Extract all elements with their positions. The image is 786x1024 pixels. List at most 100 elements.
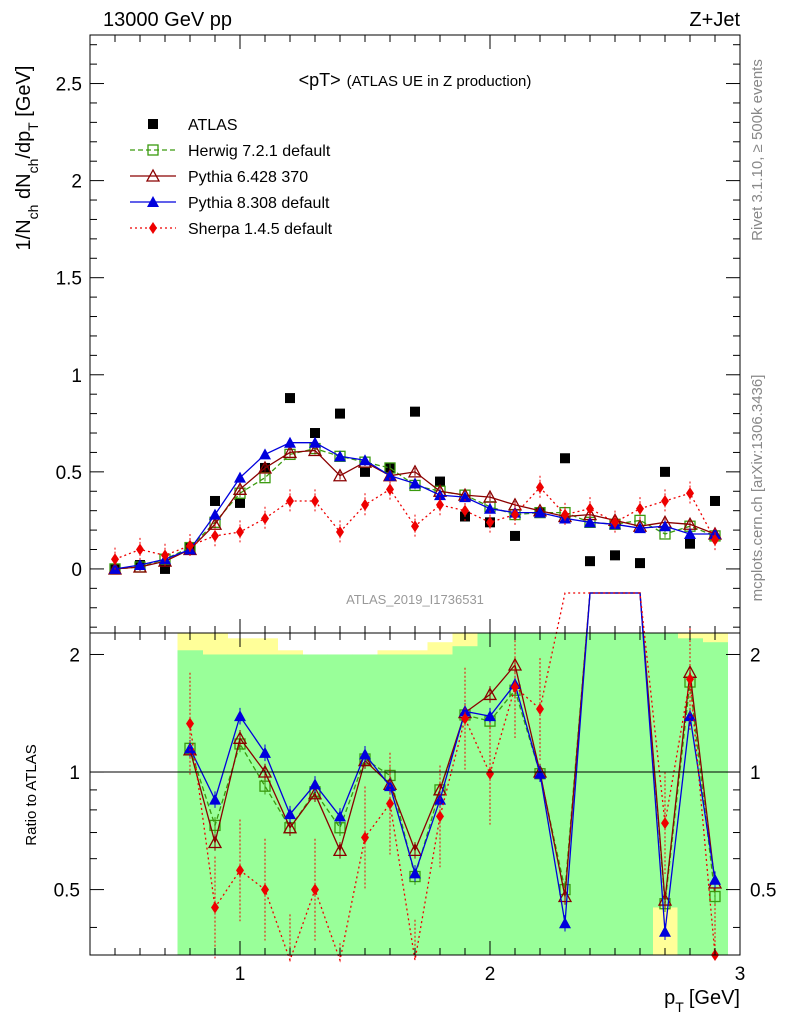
data-point <box>161 549 169 562</box>
ratio-point <box>557 889 573 903</box>
ratio-band-green <box>527 633 553 955</box>
data-point <box>360 466 370 477</box>
data-point <box>261 512 269 525</box>
main-y-label: 1/Nch dNch/dpT [GeV] <box>13 66 41 251</box>
main-plot: 0 0.5 1 1.5 2 2.5 <box>56 34 741 634</box>
ratio-point <box>311 883 319 896</box>
x-tick-label: 3 <box>735 964 746 985</box>
ratio-point <box>459 705 471 717</box>
ratio-point <box>334 810 346 822</box>
data-point <box>134 559 146 571</box>
legend-marker <box>148 119 158 129</box>
data-point <box>160 563 170 574</box>
series-pythia-8-308-default <box>109 436 721 574</box>
data-point <box>334 450 346 462</box>
data-point <box>610 550 620 561</box>
data-point <box>486 516 494 529</box>
ratio-tick-label: 2 <box>69 645 80 666</box>
data-point <box>686 487 694 500</box>
ratio-y-label: Ratio to ATLAS <box>23 744 40 845</box>
data-point <box>285 393 295 404</box>
ratio-line <box>189 592 716 932</box>
legend-label: ATLAS <box>188 117 238 134</box>
data-point <box>636 502 644 515</box>
data-point <box>332 468 348 482</box>
plot-title: <pT> (ATLAS UE in Z production) <box>299 70 532 90</box>
ratio-point <box>659 925 671 937</box>
ratio-point <box>709 873 721 885</box>
ratio-point <box>284 808 296 820</box>
legend: ATLAS Herwig 7.2.1 default Pythia 6.428 37… <box>130 117 333 238</box>
data-point <box>484 502 496 514</box>
data-point <box>307 443 323 457</box>
ratio-point <box>282 820 298 834</box>
data-point <box>236 526 244 539</box>
legend-marker <box>145 168 161 182</box>
ratio-point <box>184 742 196 754</box>
data-point <box>585 556 595 567</box>
ratio-point <box>684 710 696 722</box>
ratio-point <box>482 687 498 701</box>
data-point <box>661 494 669 507</box>
ratio-band-green <box>577 633 603 955</box>
data-point <box>635 558 645 569</box>
ratio-point <box>686 673 694 686</box>
data-point <box>561 508 569 521</box>
data-point <box>436 498 444 511</box>
ratio-tick-label-right: 1 <box>750 763 761 784</box>
data-point <box>209 508 221 520</box>
ratio-tick-label-right: 0.5 <box>750 881 776 902</box>
data-point <box>586 502 594 515</box>
x-axis-label: pT [GeV] <box>664 987 740 1015</box>
data-point <box>361 498 369 511</box>
ratio-point <box>259 746 271 758</box>
data-point <box>284 436 296 448</box>
y-tick-label: 1 <box>71 366 82 387</box>
ratio-band-green <box>702 642 728 955</box>
ratio-band-green <box>327 654 353 955</box>
data-point <box>435 476 445 487</box>
data-point <box>235 497 245 508</box>
data-point <box>359 454 371 466</box>
ratio-band-green <box>477 633 503 955</box>
ratio-band-green <box>352 654 378 955</box>
ratio-point <box>484 710 496 722</box>
data-point <box>310 428 320 439</box>
y-tick-label: 1.5 <box>56 269 82 290</box>
ratio-tick-label: 0.5 <box>54 881 80 902</box>
data-point <box>136 543 144 556</box>
ratio-point <box>186 717 194 730</box>
data-point <box>560 453 570 464</box>
y-tick-label: 2.5 <box>56 75 82 96</box>
ratio-point <box>209 793 221 805</box>
y-tick-label: 0.5 <box>56 463 82 484</box>
series-line <box>114 442 715 570</box>
data-point <box>659 520 671 532</box>
data-point <box>282 445 298 459</box>
data-point <box>536 481 544 494</box>
data-point <box>611 516 619 529</box>
ratio-point <box>436 810 444 823</box>
process-label: Z+Jet <box>689 9 740 31</box>
legend-marker <box>147 144 159 156</box>
ratio-point <box>309 778 321 790</box>
ratio-point <box>534 767 546 779</box>
legend-marker <box>149 222 157 234</box>
data-point <box>411 520 419 533</box>
rivet-label: Rivet 3.1.10, ≥ 500k events <box>749 59 766 241</box>
data-point <box>232 481 248 495</box>
data-point <box>510 530 520 541</box>
data-point <box>482 489 498 503</box>
data-point <box>309 436 321 448</box>
legend-label: Pythia 6.428 370 <box>188 169 308 186</box>
ratio-point <box>661 817 669 830</box>
data-point <box>386 483 394 496</box>
data-point <box>459 491 471 503</box>
ratio-point <box>361 831 369 844</box>
data-point <box>286 494 294 507</box>
data-point <box>111 553 119 566</box>
data-point <box>410 406 420 417</box>
ratio-point <box>461 712 469 725</box>
data-point <box>634 522 646 534</box>
